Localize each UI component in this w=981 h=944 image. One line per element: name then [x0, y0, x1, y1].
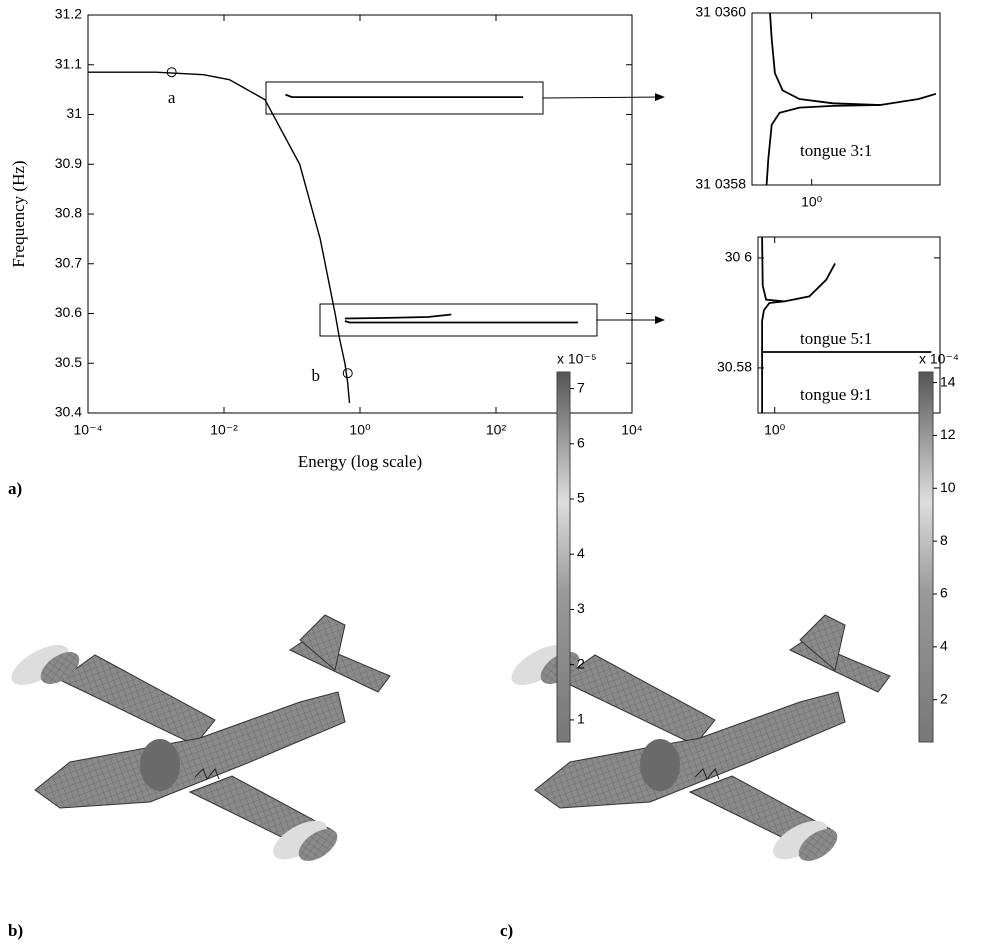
colorbar-tick-label: 1	[577, 711, 585, 727]
annotation: tongue 5:1	[800, 329, 872, 348]
colorbar-tick-label: 4	[577, 545, 585, 561]
arrow	[542, 93, 665, 102]
x-tick-label: 10⁻⁴	[74, 422, 103, 438]
y-axis-label: Frequency (Hz)	[9, 160, 28, 267]
colorbar-tick-label: 2	[577, 655, 585, 671]
y-tick-label: 30.8	[55, 205, 82, 221]
colorbar-tick-label: 7	[577, 379, 585, 395]
y-tick-label: 30.6	[55, 304, 82, 320]
colorbar-tick-label: 6	[577, 434, 585, 450]
curve	[88, 71, 351, 404]
curve	[761, 236, 836, 303]
marker	[342, 368, 353, 379]
marker	[166, 67, 177, 78]
x-tick-label: 10⁰	[764, 422, 786, 438]
colorbar-tick-label: 2	[940, 690, 948, 706]
plane-b	[4, 614, 391, 868]
curve	[285, 93, 524, 98]
colorbar-label: x 10⁻⁴	[919, 351, 959, 367]
y-tick-label: 31.1	[55, 55, 82, 71]
y-tick-label: 30.7	[55, 254, 82, 270]
x-tick-label: 10²	[486, 422, 507, 438]
y-tick-label: 31	[66, 105, 82, 121]
curve	[769, 12, 937, 106]
plot-frame	[757, 236, 941, 414]
annotation: tongue 9:1	[800, 385, 872, 404]
y-tick-label: 30.4	[55, 404, 82, 420]
y-tick-label: 31 0360	[695, 4, 746, 20]
colorbar	[556, 371, 571, 743]
y-tick-label: 30.58	[717, 359, 752, 375]
panel-label: a)	[8, 479, 22, 498]
colorbar-label: x 10⁻⁵	[557, 351, 597, 367]
colorbar-tick-label: 6	[940, 585, 948, 601]
plot-frame	[751, 12, 941, 186]
colorbar-tick-label: 4	[940, 638, 948, 654]
x-tick-label: 10⁰	[801, 194, 823, 210]
marker-label: b	[311, 366, 320, 385]
colorbar-tick-label: 5	[577, 490, 585, 506]
colorbar-tick-label: 10	[940, 479, 956, 495]
curve	[761, 300, 785, 413]
curve	[344, 313, 452, 320]
y-tick-label: 30.9	[55, 155, 82, 171]
x-tick-label: 10⁻²	[210, 422, 238, 438]
plot-frame	[87, 14, 633, 414]
curve	[344, 320, 578, 324]
colorbar-tick-label: 3	[577, 600, 585, 616]
y-tick-label: 31.2	[55, 6, 82, 22]
y-tick-label: 31 0358	[695, 176, 746, 192]
y-tick-label: 30.5	[55, 354, 82, 370]
x-tick-label: 10⁴	[621, 422, 643, 438]
colorbar	[918, 371, 934, 743]
zoom-box	[319, 303, 598, 337]
colorbar-tick-label: 8	[940, 532, 948, 548]
x-axis-label: Energy (log scale)	[298, 452, 422, 471]
annotation: tongue 3:1	[800, 141, 872, 160]
y-tick-label: 30 6	[725, 249, 752, 265]
colorbar-tick-label: 14	[940, 373, 956, 389]
panel-label: b)	[8, 921, 23, 940]
marker-label: a	[168, 88, 176, 107]
colorbar-tick-label: 12	[940, 426, 956, 442]
curve	[765, 104, 881, 186]
x-tick-label: 10⁰	[349, 422, 371, 438]
panel-label: c)	[500, 921, 513, 940]
